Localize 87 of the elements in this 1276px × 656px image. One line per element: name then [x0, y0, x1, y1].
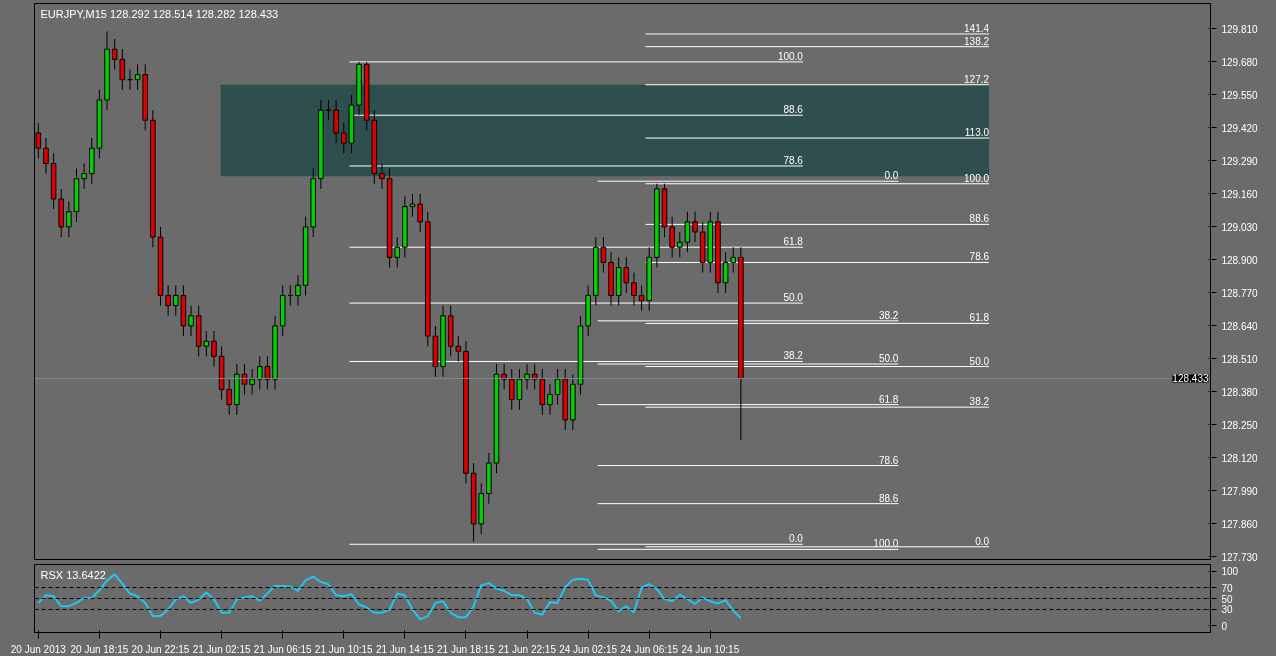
x-tick-label: 20 Jun 2013	[10, 643, 67, 655]
candlestick	[631, 272, 637, 307]
y-tick-label: 127.990	[1221, 485, 1259, 497]
x-tick-label: 24 Jun 02:15	[559, 643, 618, 655]
annotation: 61.8	[783, 236, 804, 248]
candlestick	[684, 211, 691, 253]
candlestick	[211, 330, 217, 368]
candlestick	[188, 305, 194, 337]
chart-title: EURJPY,M15 128.292 128.514 128.282 128.433	[40, 7, 279, 20]
annotation: 50.0	[969, 355, 990, 367]
ref-line-label: 128.433	[1172, 373, 1209, 385]
candlestick	[111, 38, 118, 71]
candlestick	[119, 48, 126, 91]
x-tick-label: 21 Jun 10:15	[314, 643, 374, 655]
line-series	[37, 573, 742, 621]
annotation: 38.2	[969, 396, 990, 408]
annotation: 61.8	[878, 393, 899, 405]
candlestick	[325, 99, 332, 121]
y-tick-label: 129.290	[1221, 155, 1259, 167]
y-tick-label: 129.420	[1221, 122, 1259, 134]
y-tick-label: 127.860	[1221, 518, 1259, 530]
candlestick	[524, 363, 530, 390]
y-tick-label: 129.810	[1221, 23, 1259, 35]
chart-title: RSX 13.6422	[40, 568, 106, 581]
x-tick-label: 21 Jun 14:15	[375, 643, 435, 655]
y-tick-label: 127.730	[1221, 551, 1259, 563]
x-tick-label: 20 Jun 18:15	[70, 643, 129, 655]
candlestick	[669, 216, 675, 258]
y-tick-label: 30	[1221, 604, 1234, 616]
annotation: 50.0	[878, 353, 899, 365]
x-tick-label: 24 Jun 06:15	[620, 643, 679, 655]
y-tick-label: 129.160	[1221, 188, 1259, 200]
y-tick-label: 128.120	[1221, 452, 1259, 464]
y-tick-label: 128.640	[1221, 320, 1259, 332]
y-tick-label: 0	[1221, 620, 1228, 632]
annotation: 0.0	[975, 535, 990, 547]
y-tick-label: 50	[1221, 593, 1234, 605]
y-tick-label: 129.550	[1221, 89, 1259, 101]
annotation: 88.6	[969, 213, 990, 225]
annotation: 38.2	[783, 350, 804, 362]
annotation: 138.2	[964, 35, 990, 47]
y-tick-label: 128.900	[1221, 254, 1259, 266]
candlestick	[676, 231, 683, 258]
annotation: 100.0	[777, 50, 804, 62]
annotation: 113.0	[964, 127, 990, 139]
candlestick	[409, 193, 416, 218]
candlestick	[43, 137, 49, 175]
y-tick-label: 128.770	[1221, 287, 1259, 299]
candlestick	[333, 99, 339, 144]
x-tick-label: 21 Jun 02:15	[192, 643, 251, 655]
candlestick	[501, 363, 507, 390]
annotation: 38.2	[878, 309, 899, 321]
annotation: 127.2	[964, 73, 990, 85]
candlestick	[81, 162, 87, 190]
y-tick-label: 128.380	[1221, 386, 1259, 398]
candlestick	[295, 274, 301, 307]
x-tick-label: 21 Jun 06:15	[253, 643, 313, 655]
y-tick-label: 129.680	[1221, 56, 1259, 68]
annotation: 141.4	[964, 22, 990, 34]
candlestick	[379, 162, 385, 190]
x-tick-label: 21 Jun 18:15	[437, 643, 496, 655]
candlestick	[547, 383, 553, 416]
annotation: 50.0	[783, 292, 804, 304]
annotation: 78.6	[878, 454, 899, 466]
x-tick-label: 21 Jun 22:15	[498, 643, 557, 655]
y-tick-label: 100	[1221, 566, 1239, 578]
candlestick	[66, 201, 72, 238]
annotation: 0.0	[789, 533, 804, 545]
y-tick-label: 128.250	[1221, 419, 1259, 431]
candlestick	[226, 378, 233, 416]
candlestick	[417, 193, 423, 233]
x-tick-label: 24 Jun 10:15	[681, 643, 740, 655]
annotation: 88.6	[878, 492, 899, 504]
annotation: 88.6	[783, 104, 804, 116]
annotation: 78.6	[783, 154, 804, 166]
annotation: 100.0	[964, 172, 990, 184]
annotation: 61.8	[969, 312, 990, 324]
annotation: 78.6	[969, 251, 990, 263]
x-tick-label: 20 Jun 22:15	[131, 643, 190, 655]
candlestick	[249, 368, 255, 395]
annotation: 0.0	[884, 170, 899, 182]
y-tick-label: 70	[1221, 582, 1234, 594]
candlestick	[455, 335, 462, 362]
y-tick-label: 129.030	[1221, 221, 1259, 233]
candlestick	[692, 211, 698, 243]
y-tick-label: 128.510	[1221, 353, 1259, 365]
candlestick	[165, 284, 171, 317]
